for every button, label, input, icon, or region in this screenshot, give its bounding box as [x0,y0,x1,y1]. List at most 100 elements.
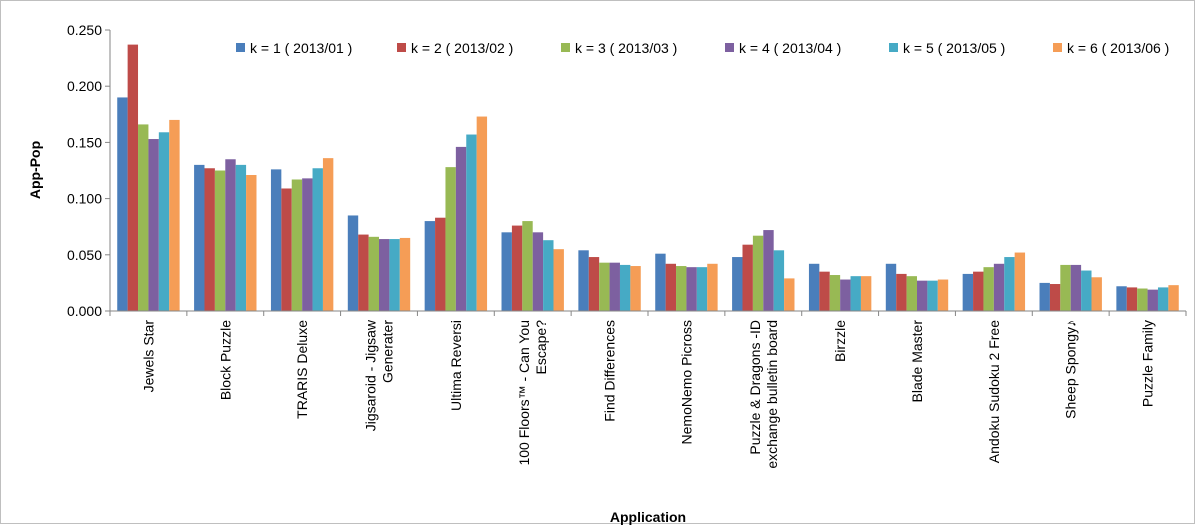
bar [784,278,795,311]
bar [973,271,984,311]
bar [399,237,411,311]
bar [1147,289,1158,311]
x-tick-label: Sheep Spongy♪ [1063,320,1079,419]
bar [368,236,379,311]
x-tick-label-line: Puzzle Family [1140,320,1156,407]
bar [445,167,456,311]
bar [993,263,1005,311]
y-tick-label: 0.250 [67,22,102,38]
bars [117,44,1179,312]
x-tick-label: Andoku Sudoku 2 Free [986,320,1002,463]
bar [389,239,400,311]
bar [522,221,533,311]
bar [225,159,236,311]
bar [676,266,687,311]
bar [906,276,917,311]
bar [1091,277,1102,311]
bar [235,164,247,311]
x-tick-label-line: Birzzle [832,320,848,362]
bar [148,139,159,311]
x-tick-label: Find Differences [602,320,618,422]
bar [655,253,666,311]
bar [358,234,369,311]
bar [599,262,610,311]
bar [302,178,313,311]
bar [1137,288,1148,311]
bar [962,273,974,311]
legend: k = 1 ( 2013/01 ) k = 2 ( 2013/02 ) k = 3 … [236,40,1169,56]
bar [1116,286,1127,311]
bar [424,221,436,311]
bar [138,124,149,311]
bar [696,267,708,311]
x-tick-label-line: NemoNemo Picross [678,320,694,444]
x-tick-label-line: Blade Master [909,320,925,403]
legend-swatch [397,43,406,52]
x-tick-label-line: Sheep Spongy♪ [1063,320,1079,419]
bar [158,132,170,311]
bar [553,249,564,311]
bar [937,279,949,311]
legend-label: k = 5 ( 2013/05 ) [903,40,1005,56]
bar [511,225,523,311]
x-axis-title: Application [610,509,686,525]
x-tick-label-line: Find Differences [602,320,618,422]
bar [686,267,697,311]
x-tick-label: Jewels Star [140,320,156,393]
x-tick-label-line: Jigsaroid - Jigsaw [363,319,379,431]
bar [917,280,928,311]
x-tick-label-line: TRARIS Deluxe [294,320,310,419]
bar [312,168,323,311]
bar [829,275,841,311]
bar [1081,270,1092,311]
bar [532,232,544,311]
bar [896,273,907,311]
bar [194,164,205,311]
y-axis: 0.000 0.050 0.100 0.150 0.200 0.250 [67,22,111,319]
legend-swatch [236,43,245,52]
bar [291,179,303,311]
bar [476,116,488,311]
legend-swatch [725,43,734,52]
x-tick-label: Puzzle Family [1140,320,1156,407]
bar [578,250,589,311]
x-tick-label: Puzzle & Dragons -IDexchange bulletin bo… [747,320,780,469]
bar [885,263,897,311]
bar [466,134,477,311]
bar [763,230,774,311]
bar [860,276,872,311]
y-tick-label: 0.100 [67,191,102,207]
bar [773,250,785,311]
bar [127,44,139,312]
bar [1004,257,1015,311]
y-tick-label: 0.000 [67,303,102,319]
bar [281,188,292,311]
x-tick-label-line: Andoku Sudoku 2 Free [986,320,1002,463]
bar [455,146,467,311]
bar [1157,287,1169,311]
x-tick-label-line: Ultima Reversi [448,320,464,411]
bar [707,263,718,311]
bar [543,240,554,311]
y-axis-title: App-Pop [27,141,43,199]
x-tick-label-line: exchange bulletin board [764,320,780,469]
legend-swatch [889,43,898,52]
bar [1049,284,1061,311]
x-tick-label: Block Puzzle [217,320,233,400]
bar [214,170,226,311]
bar [732,257,743,311]
legend-swatch [1053,43,1062,52]
bar [501,232,512,311]
bar [246,175,257,311]
legend-swatch [561,43,570,52]
x-tick-label-line: Jewels Star [140,320,156,393]
y-tick-label: 0.050 [67,247,102,263]
y-tick-label: 0.200 [67,78,102,94]
bar [435,217,446,311]
bar [808,263,820,311]
bar [1126,287,1138,311]
x-tick-label-line: Puzzle & Dragons -ID [747,320,763,455]
x-tick-label-line: Block Puzzle [217,320,233,400]
bar [1168,285,1179,311]
x-tick-label-line: Generater [380,320,396,383]
